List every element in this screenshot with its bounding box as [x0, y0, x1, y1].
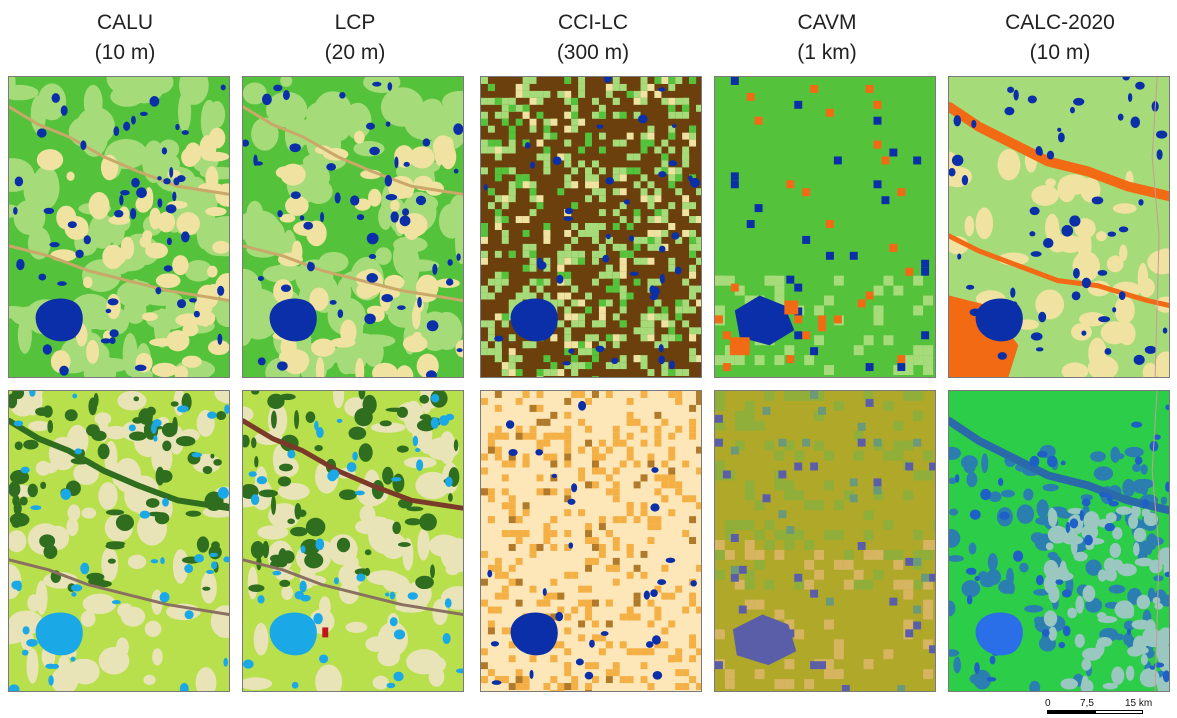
scale-bar-white — [1095, 710, 1143, 714]
dataset-name: LCP — [334, 11, 376, 34]
dataset-resolution: (1 km) — [797, 41, 857, 64]
dataset-resolution: (20 m) — [324, 41, 386, 64]
map-calu-simplified — [8, 76, 230, 378]
scale-label-mid: 7,5 — [1080, 698, 1094, 709]
scale-bar-black — [1047, 710, 1095, 714]
dataset-name: CCI-LC — [557, 11, 628, 34]
scale-bar: 0 7,5 15 km — [1040, 698, 1160, 718]
map-cci-lc-original — [480, 390, 702, 692]
column-title-calu: CALU (10 m) — [10, 8, 240, 68]
column-title-cci-lc: CCI-LC (300 m) — [478, 8, 708, 68]
column-title-lcp: LCP (20 m) — [240, 8, 470, 68]
map-calu-original — [8, 390, 230, 692]
dataset-name: CALU — [96, 11, 154, 34]
column-title-cavm: CAVM (1 km) — [712, 8, 942, 68]
dataset-resolution: (300 m) — [556, 41, 630, 64]
map-cavm-original — [714, 390, 936, 692]
dataset-name: CAVM — [797, 11, 857, 34]
scale-label-end: 15 km — [1125, 698, 1153, 709]
map-lcp-original — [242, 390, 464, 692]
scale-label-0: 0 — [1045, 698, 1051, 709]
map-cavm-simplified — [714, 76, 936, 378]
dataset-resolution: (10 m) — [94, 41, 156, 64]
dataset-resolution: (10 m) — [1029, 41, 1091, 64]
map-calc-2020-original — [948, 390, 1170, 692]
map-calc-2020-simplified — [948, 76, 1170, 378]
dataset-name: CALC-2020 — [1005, 11, 1115, 34]
map-cci-lc-simplified — [480, 76, 702, 378]
column-title-calc-2020: CALC-2020 (10 m) — [945, 8, 1175, 68]
map-lcp-simplified — [242, 76, 464, 378]
